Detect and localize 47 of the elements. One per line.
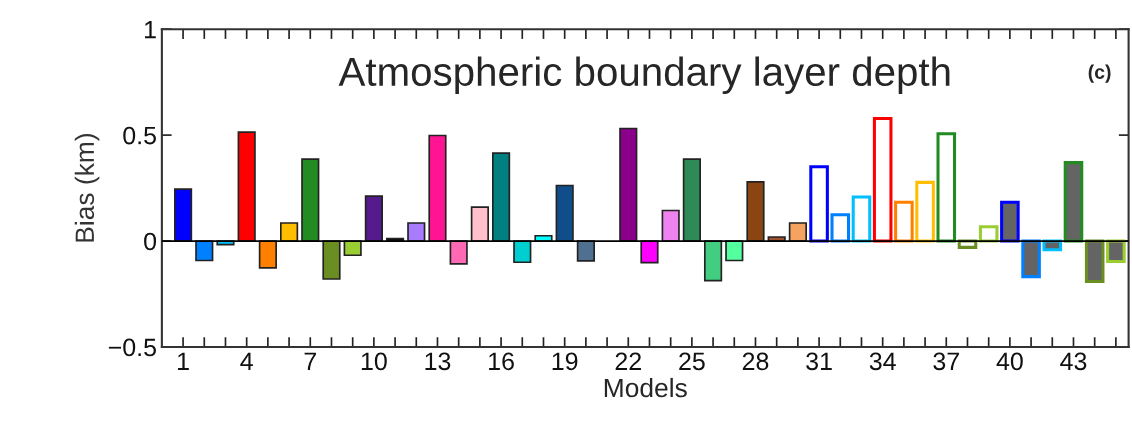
bar xyxy=(619,127,638,242)
x-tick-label: 4 xyxy=(240,352,253,370)
x-tick-label: 34 xyxy=(869,352,896,371)
bar xyxy=(279,222,299,242)
bar xyxy=(470,206,489,242)
bar xyxy=(576,240,595,262)
text: Atmospheric boundary layer depth xyxy=(338,56,950,95)
x-tick-label: 43 xyxy=(1060,352,1087,371)
bar xyxy=(322,240,341,280)
bar xyxy=(491,152,511,242)
bar xyxy=(195,240,214,262)
bar xyxy=(428,134,447,242)
bar xyxy=(640,240,659,264)
y-axis-title: Bias (km) xyxy=(74,134,100,242)
bar xyxy=(173,188,193,242)
bar xyxy=(364,195,383,242)
x-tick-label: 40 xyxy=(996,352,1023,371)
x-tick-label: 10 xyxy=(361,352,387,371)
x-tick-label: 7 xyxy=(304,352,316,370)
x-tick-label: 28 xyxy=(742,352,769,371)
x-tick-label: 19 xyxy=(552,352,578,371)
bar xyxy=(301,158,320,242)
bar xyxy=(513,240,532,264)
x-tick-label: 1 xyxy=(178,352,189,370)
bar xyxy=(407,222,426,242)
bar xyxy=(788,222,807,242)
bar xyxy=(555,184,574,242)
x-tick-label: 16 xyxy=(489,352,514,371)
y-tick-label: 1 xyxy=(145,21,156,39)
bar xyxy=(746,181,765,242)
x-tick-label: 37 xyxy=(933,352,959,371)
bar xyxy=(449,240,468,265)
x-tick-label: 25 xyxy=(679,352,705,371)
x-tick-label: 13 xyxy=(425,352,451,371)
bar xyxy=(258,240,277,269)
y-tick-label: 0.5 xyxy=(123,126,156,145)
x-tick-label: 22 xyxy=(615,352,641,370)
x-tick-label: 31 xyxy=(806,352,832,371)
bar xyxy=(703,240,723,282)
y-tick-label: 0 xyxy=(144,232,157,251)
bar xyxy=(237,131,256,242)
bar xyxy=(725,240,744,262)
bar xyxy=(661,209,680,242)
bar xyxy=(682,158,701,242)
y-tick-label: −0.5 xyxy=(108,338,156,357)
x-axis-title: Models xyxy=(604,377,687,398)
annotation: (c) xyxy=(1088,64,1111,83)
